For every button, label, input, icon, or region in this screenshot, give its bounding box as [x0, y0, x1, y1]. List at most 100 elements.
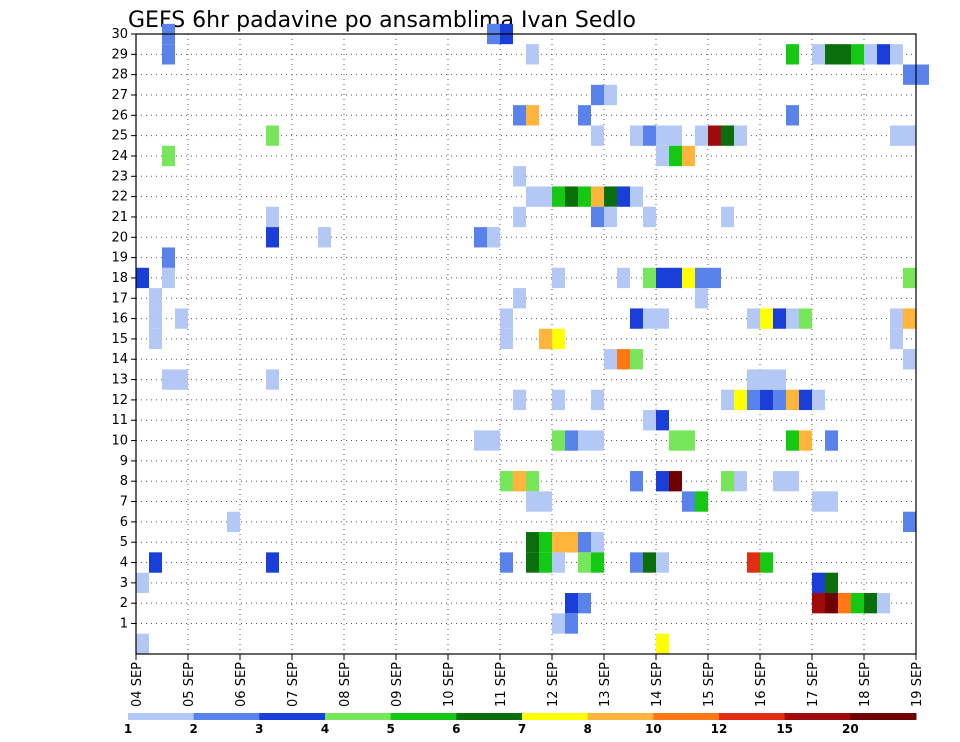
y-tick-label: 13	[111, 373, 128, 388]
heatmap-cell	[903, 267, 916, 289]
heatmap-cell	[526, 186, 539, 207]
colorbar-label: 1	[124, 722, 132, 736]
y-tick-label: 19	[111, 251, 128, 266]
y-tick-label: 11	[111, 413, 128, 428]
heatmap-cell	[916, 64, 929, 85]
heatmap-cell	[773, 471, 786, 492]
heatmap-cell	[695, 288, 708, 309]
heatmap-cell	[812, 572, 825, 594]
colorbar-label: 7	[518, 722, 526, 736]
y-tick-label: 15	[111, 332, 128, 347]
colorbar-swatch	[784, 713, 851, 720]
colorbar-label: 8	[583, 722, 591, 736]
heatmap-cell	[513, 206, 526, 228]
heatmap-cell	[890, 44, 903, 65]
heatmap-cell	[591, 125, 604, 146]
heatmap-cell	[630, 552, 643, 573]
heatmap-cell	[669, 125, 682, 146]
heatmap-cell	[552, 532, 565, 553]
heatmap-cell	[786, 430, 799, 451]
heatmap-cell	[708, 267, 721, 289]
heatmap-cell	[799, 430, 812, 451]
heatmap-cell	[149, 552, 162, 573]
y-tick-label: 3	[120, 576, 128, 591]
heatmap-cell	[630, 471, 643, 492]
y-tick-label: 8	[120, 474, 128, 489]
heatmap-cell	[773, 369, 786, 390]
heatmap-cell	[682, 267, 695, 289]
heatmap-cell	[721, 206, 734, 228]
heatmap-cell	[643, 308, 656, 329]
heatmap-cell	[578, 186, 591, 207]
heatmap-cell	[721, 125, 734, 146]
y-tick-label: 7	[120, 495, 128, 510]
heatmap-cell	[526, 491, 539, 512]
x-tick-label: 08 SEP	[338, 662, 353, 707]
y-tick-label: 17	[111, 291, 128, 306]
heatmap-cell	[747, 369, 760, 390]
y-tick-label: 24	[111, 149, 128, 164]
heatmap-cell	[851, 44, 864, 65]
heatmap-cell	[643, 552, 656, 573]
heatmap-cell	[695, 267, 708, 289]
heatmap-cell	[552, 613, 565, 634]
heatmap-cell	[851, 593, 864, 614]
heatmap-cell	[487, 430, 500, 451]
x-tick-label: 16 SEP	[754, 662, 769, 707]
heatmap-cell	[526, 105, 539, 126]
heatmap-cell	[136, 267, 149, 289]
colorbar-swatch	[456, 713, 523, 720]
heatmap-cell	[708, 125, 721, 146]
heatmap-cell	[695, 491, 708, 512]
heatmap-cells	[136, 23, 929, 654]
colorbar-swatch	[522, 713, 589, 720]
y-tick-label: 26	[111, 108, 128, 123]
heatmap-cell	[162, 145, 175, 167]
heatmap-cell	[643, 410, 656, 431]
heatmap-cell	[656, 552, 669, 573]
colorbar-label: 10	[645, 722, 662, 736]
heatmap-cell	[539, 328, 552, 350]
heatmap-cell	[474, 430, 487, 451]
heatmap-cell	[552, 389, 565, 411]
heatmap-cell	[812, 491, 825, 512]
y-tick-label: 22	[111, 190, 128, 205]
heatmap-cell	[175, 308, 188, 329]
heatmap-cell	[149, 328, 162, 350]
heatmap-cell	[565, 613, 578, 634]
x-tick-label: 18 SEP	[858, 662, 873, 707]
heatmap-cell	[604, 349, 617, 370]
heatmap-cell	[656, 410, 669, 431]
heatmap-cell	[695, 125, 708, 146]
heatmap-cell	[786, 389, 799, 411]
heatmap-cell	[656, 267, 669, 289]
heatmap-cell	[643, 206, 656, 228]
heatmap-cell	[578, 593, 591, 614]
heatmap-cell	[864, 44, 877, 65]
heatmap-cell	[617, 267, 630, 289]
heatmap-cell	[604, 84, 617, 106]
heatmap-cell	[890, 125, 903, 146]
colorbar-label: 3	[255, 722, 263, 736]
y-tick-label: 20	[111, 230, 128, 245]
heatmap-cell	[318, 227, 331, 248]
y-tick-label: 14	[111, 352, 128, 367]
heatmap-cell	[578, 532, 591, 553]
x-tick-label: 05 SEP	[182, 662, 197, 707]
heatmap-cell	[643, 125, 656, 146]
heatmap-cell	[513, 166, 526, 187]
x-tick-label: 13 SEP	[598, 662, 613, 707]
colorbar-swatch	[259, 713, 326, 720]
heatmap-cell	[903, 511, 916, 533]
heatmap-cell	[864, 593, 877, 614]
heatmap-cell	[825, 593, 838, 614]
colorbar-swatch	[325, 713, 392, 720]
heatmap-cell	[513, 288, 526, 309]
heatmap-cell	[162, 44, 175, 65]
chart-title: GEFS 6hr padavine po ansamblima Ivan Sed…	[128, 8, 636, 33]
colorbar-label: 2	[189, 722, 197, 736]
colorbar-swatch	[390, 713, 457, 720]
heatmap-cell	[682, 145, 695, 167]
y-tick-label: 16	[111, 312, 128, 327]
heatmap-cell	[721, 471, 734, 492]
